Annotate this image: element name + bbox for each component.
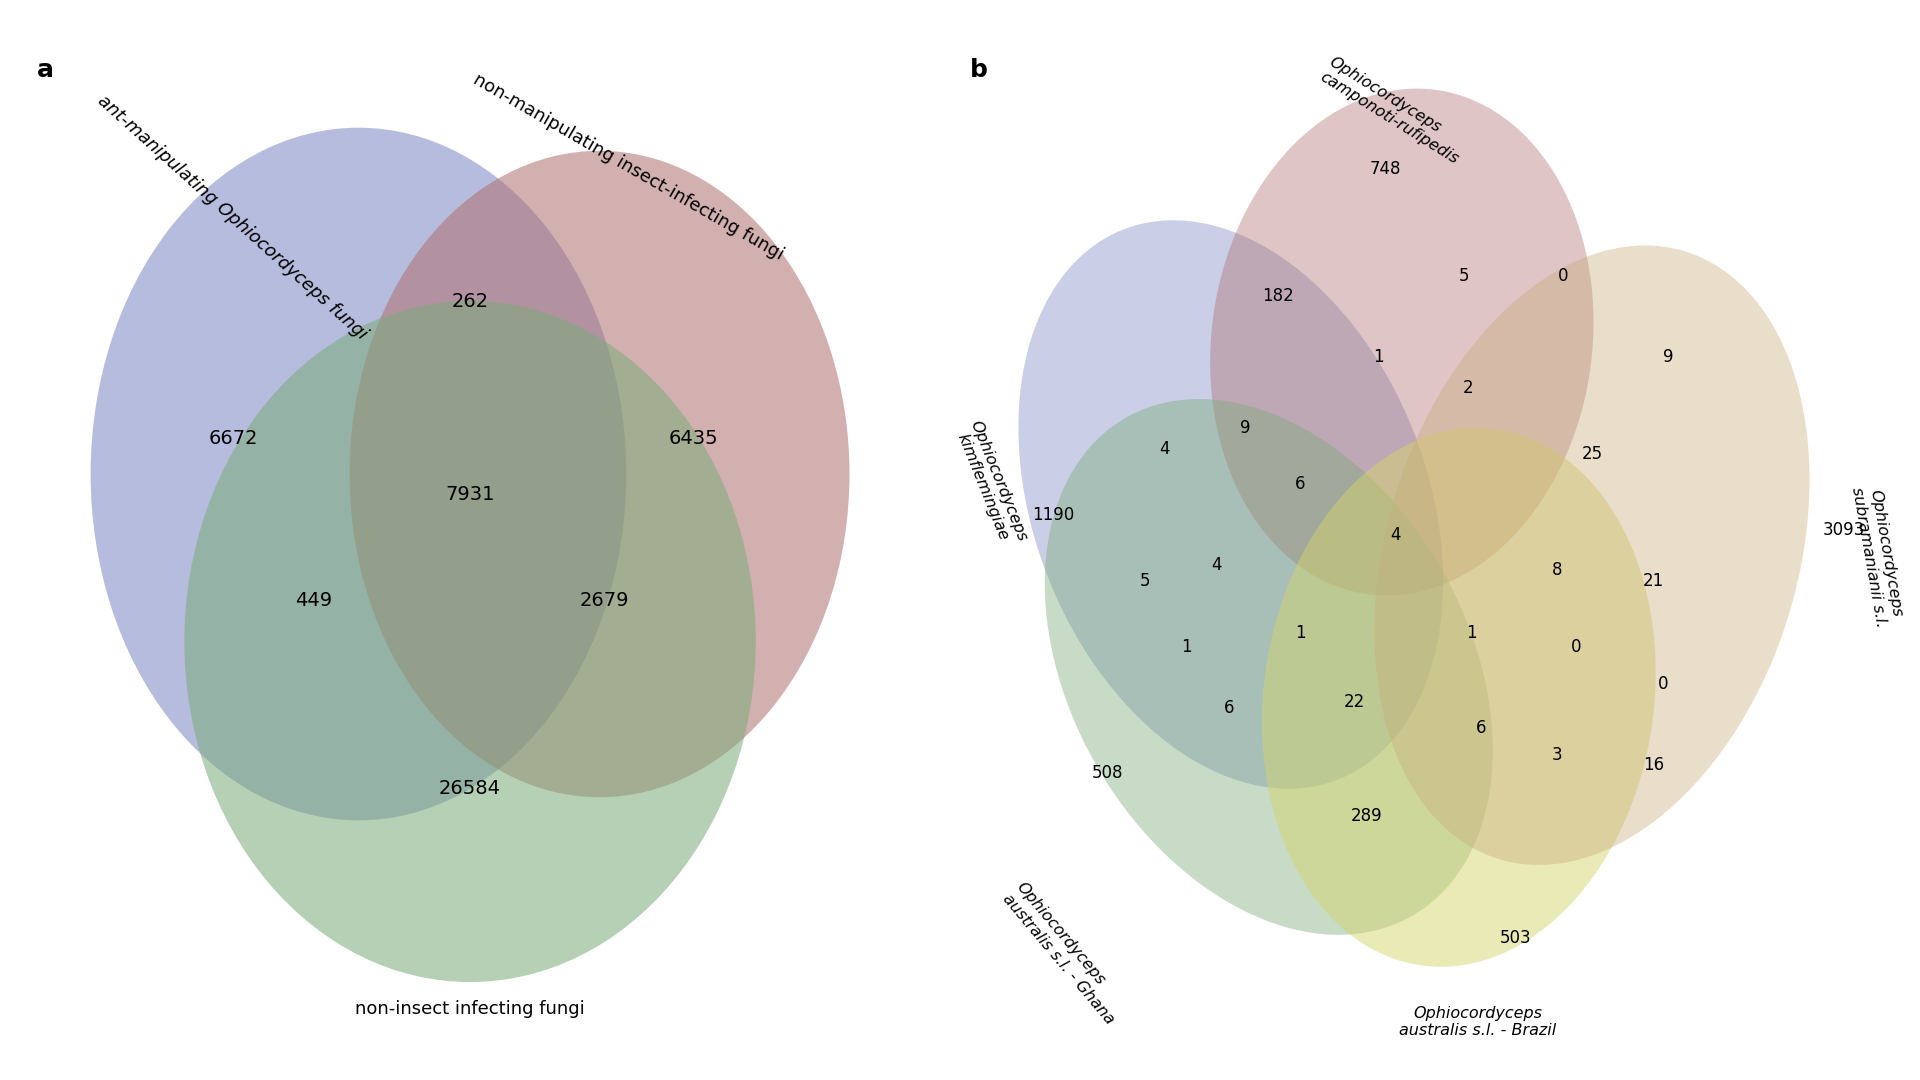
Text: 2679: 2679 bbox=[580, 592, 628, 610]
Text: 6: 6 bbox=[1475, 719, 1486, 737]
Text: Ophiocordyceps
australis s.l. - Brazil: Ophiocordyceps australis s.l. - Brazil bbox=[1400, 1007, 1557, 1039]
Text: 3: 3 bbox=[1551, 746, 1563, 765]
Text: 8: 8 bbox=[1551, 562, 1563, 580]
Text: 21: 21 bbox=[1644, 571, 1665, 590]
Text: 508: 508 bbox=[1091, 765, 1123, 783]
Ellipse shape bbox=[184, 301, 756, 982]
Ellipse shape bbox=[1210, 89, 1594, 595]
Text: 0: 0 bbox=[1559, 267, 1569, 285]
Text: 4: 4 bbox=[1390, 526, 1400, 544]
Text: 2: 2 bbox=[1463, 379, 1475, 396]
Ellipse shape bbox=[1044, 399, 1494, 935]
Text: 25: 25 bbox=[1582, 445, 1603, 462]
Text: 1: 1 bbox=[1373, 348, 1384, 366]
Text: 1: 1 bbox=[1465, 624, 1476, 643]
Text: 0: 0 bbox=[1571, 637, 1580, 656]
Text: Ophiocordyceps
kimflemingiae: Ophiocordyceps kimflemingiae bbox=[950, 418, 1029, 550]
Text: Ophiocordyceps
australis s.l. - Ghana: Ophiocordyceps australis s.l. - Ghana bbox=[1000, 880, 1131, 1027]
Text: 1: 1 bbox=[1294, 624, 1306, 643]
Text: a: a bbox=[36, 57, 54, 82]
Text: 6435: 6435 bbox=[668, 429, 718, 448]
Text: 6672: 6672 bbox=[209, 429, 257, 448]
Text: Ophiocordyceps
subramanianii s.l.: Ophiocordyceps subramanianii s.l. bbox=[1849, 483, 1905, 629]
Text: 262: 262 bbox=[451, 292, 488, 311]
Text: 5: 5 bbox=[1459, 267, 1469, 285]
Text: 748: 748 bbox=[1371, 161, 1402, 178]
Text: 289: 289 bbox=[1352, 807, 1382, 825]
Text: non-manipulating insect-infecting fungi: non-manipulating insect-infecting fungi bbox=[470, 70, 787, 264]
Ellipse shape bbox=[1375, 245, 1809, 865]
Text: 3093: 3093 bbox=[1822, 521, 1864, 539]
Text: 26584: 26584 bbox=[440, 780, 501, 798]
Text: 1190: 1190 bbox=[1031, 505, 1073, 524]
Text: 9: 9 bbox=[1663, 348, 1672, 366]
Text: 5: 5 bbox=[1140, 571, 1150, 590]
Ellipse shape bbox=[1018, 220, 1444, 788]
Text: b: b bbox=[970, 57, 987, 82]
Ellipse shape bbox=[90, 127, 626, 821]
Text: ant-manipulating Ophiocordyceps fungi: ant-manipulating Ophiocordyceps fungi bbox=[94, 92, 371, 343]
Text: 449: 449 bbox=[296, 592, 332, 610]
Text: 4: 4 bbox=[1212, 556, 1221, 575]
Text: 503: 503 bbox=[1500, 929, 1532, 947]
Text: 182: 182 bbox=[1263, 287, 1294, 306]
Text: 0: 0 bbox=[1659, 675, 1668, 693]
Text: 6: 6 bbox=[1223, 699, 1235, 716]
Text: 1: 1 bbox=[1181, 637, 1192, 656]
Text: non-insect infecting fungi: non-insect infecting fungi bbox=[355, 1000, 586, 1018]
Text: 22: 22 bbox=[1344, 693, 1365, 712]
Text: Ophiocordyceps
camponoti-rufipedis: Ophiocordyceps camponoti-rufipedis bbox=[1317, 54, 1471, 166]
Text: 9: 9 bbox=[1240, 419, 1250, 437]
Text: 4: 4 bbox=[1160, 440, 1169, 458]
Ellipse shape bbox=[1261, 428, 1655, 967]
Text: 7931: 7931 bbox=[445, 485, 495, 503]
Text: 6: 6 bbox=[1294, 475, 1306, 494]
Ellipse shape bbox=[349, 151, 849, 797]
Text: 16: 16 bbox=[1644, 756, 1665, 774]
